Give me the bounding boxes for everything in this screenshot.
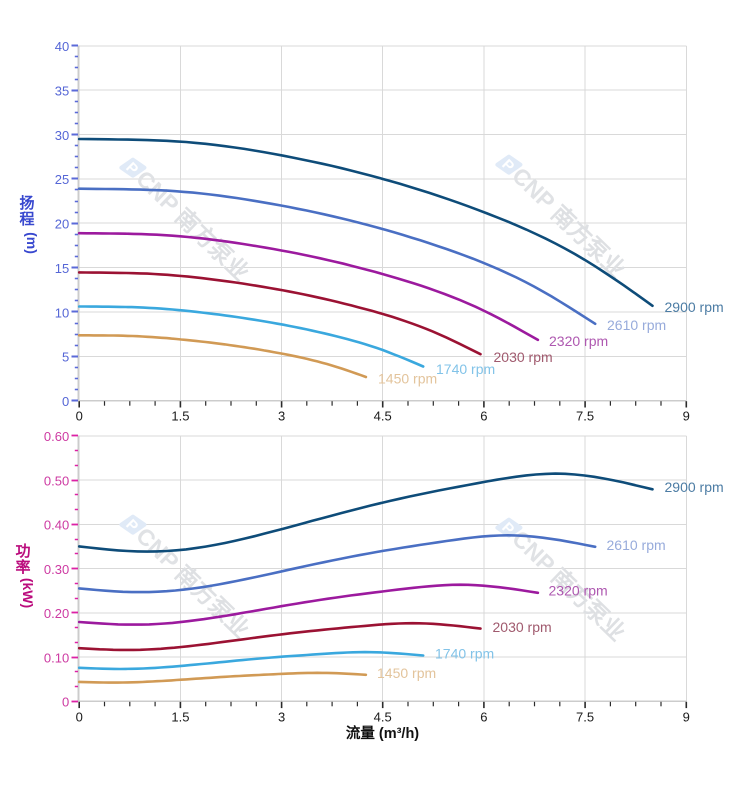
svg-text:4.5: 4.5 [374, 709, 392, 724]
svg-text:6: 6 [480, 709, 487, 724]
svg-text:1.5: 1.5 [171, 409, 189, 424]
svg-text:7.5: 7.5 [576, 709, 594, 724]
svg-text:功: 功 [15, 543, 30, 560]
svg-text:1450 rpm: 1450 rpm [378, 371, 437, 387]
svg-text:0.50: 0.50 [44, 473, 69, 488]
svg-text:(m): (m) [24, 232, 40, 254]
svg-text:2030 rpm: 2030 rpm [494, 349, 553, 365]
svg-text:15: 15 [55, 261, 69, 276]
svg-text:25: 25 [55, 172, 69, 187]
svg-text:2030 rpm: 2030 rpm [493, 619, 552, 635]
svg-text:程: 程 [19, 211, 34, 228]
svg-text:0.60: 0.60 [44, 429, 69, 444]
svg-text:0: 0 [76, 409, 83, 424]
svg-text:0.10: 0.10 [44, 650, 69, 665]
svg-text:40: 40 [55, 39, 69, 54]
svg-text:6: 6 [480, 409, 487, 424]
svg-text:0.40: 0.40 [44, 518, 69, 533]
svg-text:0: 0 [62, 394, 69, 409]
svg-text:1450 rpm: 1450 rpm [377, 665, 436, 681]
svg-text:2610 rpm: 2610 rpm [607, 537, 666, 553]
svg-text:4.5: 4.5 [374, 409, 392, 424]
svg-text:30: 30 [55, 128, 69, 143]
svg-text:2320 rpm: 2320 rpm [549, 333, 608, 349]
svg-text:2900 rpm: 2900 rpm [665, 299, 724, 315]
svg-text:扬: 扬 [19, 194, 34, 212]
svg-text:1.5: 1.5 [171, 709, 189, 724]
svg-text:7.5: 7.5 [576, 409, 594, 424]
svg-text:0.20: 0.20 [44, 606, 69, 621]
svg-text:3: 3 [278, 409, 285, 424]
svg-text:流量 (m³/h): 流量 (m³/h) [346, 724, 419, 742]
svg-text:1740 rpm: 1740 rpm [435, 646, 494, 662]
svg-text:2320 rpm: 2320 rpm [549, 583, 608, 599]
svg-text:5: 5 [62, 350, 69, 365]
svg-text:10: 10 [55, 305, 69, 320]
svg-text:0: 0 [62, 695, 69, 710]
svg-text:9: 9 [683, 709, 690, 724]
svg-text:35: 35 [55, 84, 69, 99]
svg-text:2900 rpm: 2900 rpm [665, 479, 724, 495]
svg-text:0.30: 0.30 [44, 562, 69, 577]
svg-text:20: 20 [55, 217, 69, 232]
svg-text:3: 3 [278, 709, 285, 724]
svg-text:率: 率 [15, 558, 30, 576]
svg-text:9: 9 [683, 409, 690, 424]
svg-text:2610 rpm: 2610 rpm [607, 317, 666, 333]
svg-text:0: 0 [76, 709, 83, 724]
svg-text:1740 rpm: 1740 rpm [436, 361, 495, 377]
svg-text:(kW): (kW) [20, 578, 36, 608]
